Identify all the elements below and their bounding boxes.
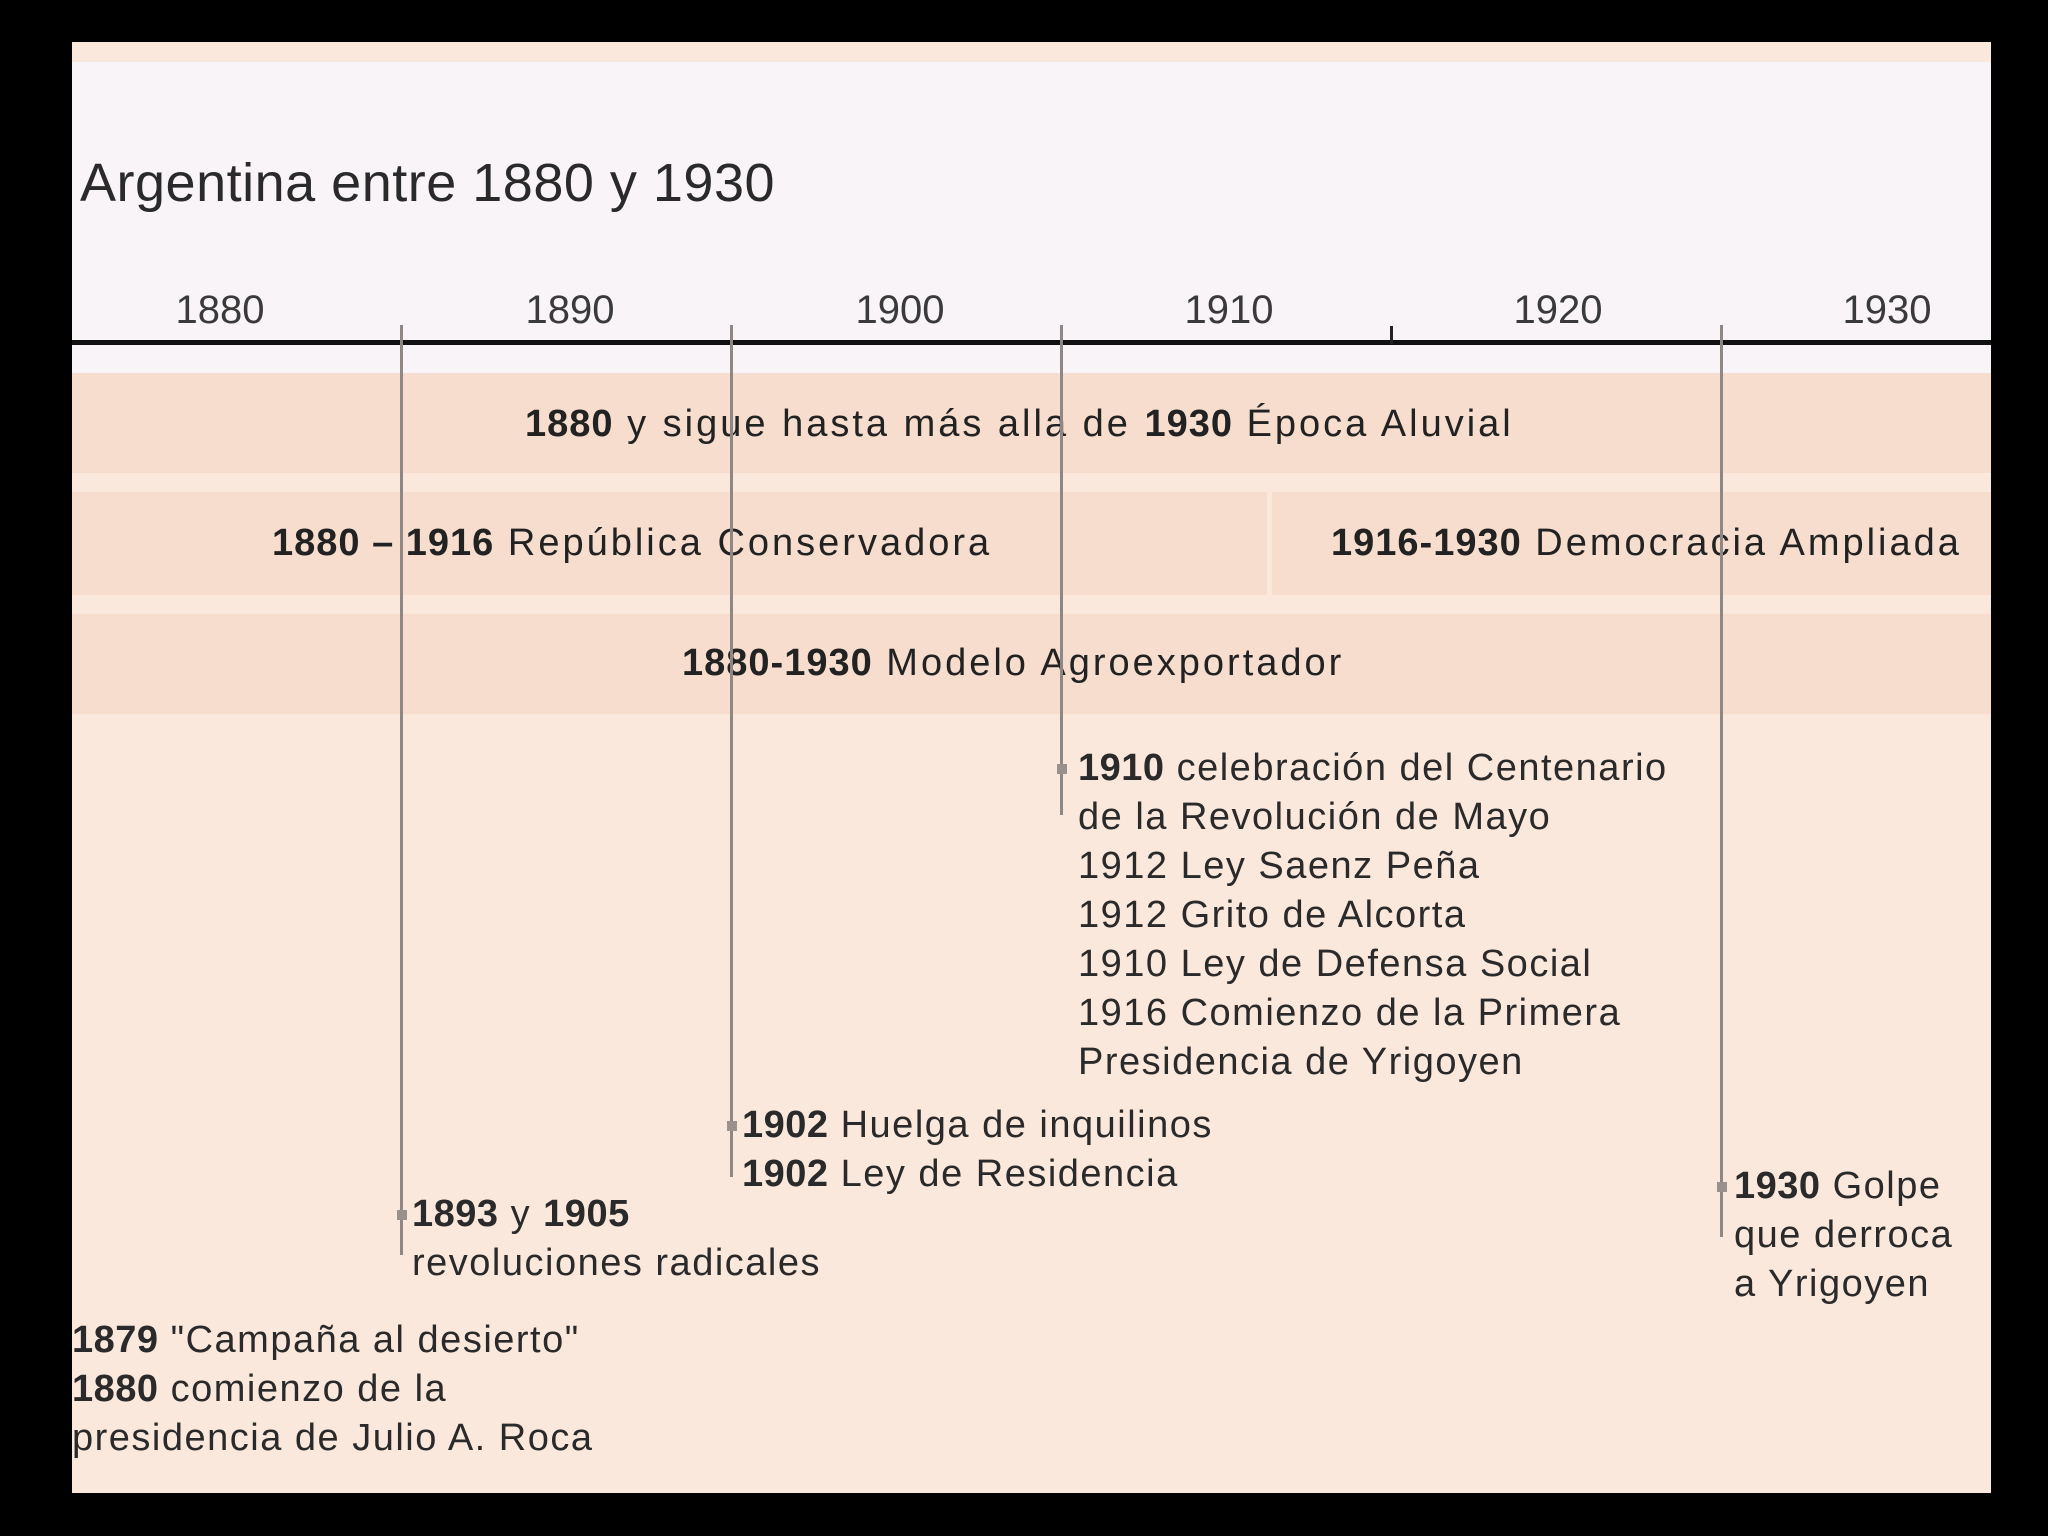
event-line: revoluciones radicales [412, 1239, 821, 1288]
axis-year-1920: 1920 [1513, 288, 1603, 332]
event-line: 1893 y 1905 [412, 1190, 821, 1239]
band-republica-conservadora: 1880 – 1916 República Conservadora [72, 492, 1267, 595]
event-text: comienzo de la [158, 1368, 448, 1410]
event-year: 1902 [742, 1104, 829, 1146]
connector-line-1930 [1720, 325, 1723, 1237]
timeline-slide: Argentina entre 1880 y 1930 1880 1890 19… [72, 42, 1991, 1493]
event-marker-1902 [727, 1121, 737, 1131]
event-text: Golpe [1820, 1165, 1942, 1207]
band-period-name: Modelo Agroexportador [872, 642, 1345, 684]
event-text: que derroca [1734, 1214, 1954, 1256]
event-line: 1910 celebración del Centenario [1078, 744, 1668, 793]
event-line: que derroca [1734, 1211, 1953, 1260]
event-line: de la Revolución de Mayo [1078, 793, 1668, 842]
event-line: 1902 Ley de Residencia [742, 1150, 1213, 1199]
band-year-end: 1930 [1144, 403, 1234, 445]
event-text: 1912 Grito de Alcorta [1078, 894, 1467, 936]
event-year: 1905 [543, 1193, 630, 1235]
band-democracia-ampliada: 1916-1930 Democracia Ampliada [1272, 492, 1991, 595]
timeline-header: Argentina entre 1880 y 1930 1880 1890 19… [72, 62, 1991, 411]
event-line: 1912 Ley Saenz Peña [1078, 842, 1668, 891]
event-1902: 1902 Huelga de inquilinos 1902 Ley de Re… [742, 1101, 1213, 1199]
event-year: 1880 [72, 1368, 159, 1410]
axis-year-1930: 1930 [1842, 288, 1932, 332]
timeline-title: Argentina entre 1880 y 1930 [80, 153, 776, 213]
band-epoca-aluvial: 1880 y sigue hasta más alla de 1930 Époc… [72, 373, 1991, 473]
event-text: celebración del Centenario [1164, 747, 1668, 789]
event-line: 1912 Grito de Alcorta [1078, 891, 1668, 940]
band-years: 1880 – 1916 [272, 522, 495, 564]
event-1879: 1879 "Campaña al desierto" 1880 comienzo… [72, 1316, 594, 1463]
event-text: y [498, 1193, 544, 1235]
band-modelo-agroexportador: 1880-1930 Modelo Agroexportador [72, 614, 1991, 714]
connector-line-1893 [400, 325, 403, 1255]
event-line: 1902 Huelga de inquilinos [742, 1101, 1213, 1150]
band-label-republica-conservadora: 1880 – 1916 República Conservadora [272, 522, 992, 565]
axis-year-1890: 1890 [525, 288, 615, 332]
band-period-name: Época Aluvial [1233, 403, 1514, 445]
band-year-start: 1880 [525, 403, 614, 445]
event-1910: 1910 celebración del Centenario de la Re… [1078, 744, 1668, 1087]
axis-year-1900: 1900 [855, 288, 945, 332]
event-line: a Yrigoyen [1734, 1260, 1953, 1309]
band-years: 1916-1930 [1331, 522, 1522, 564]
event-year: 1893 [412, 1193, 499, 1235]
connector-line-1902 [730, 325, 733, 1177]
event-line: 1910 Ley de Defensa Social [1078, 940, 1668, 989]
event-year: 1930 [1734, 1165, 1821, 1207]
event-text: 1910 Ley de Defensa Social [1078, 943, 1593, 985]
event-marker-1910 [1057, 764, 1067, 774]
timeline-axis [72, 340, 1991, 345]
event-text: revoluciones radicales [412, 1242, 821, 1284]
event-marker-1893 [397, 1210, 407, 1220]
event-year: 1879 [72, 1319, 159, 1361]
event-year: 1902 [742, 1153, 829, 1195]
event-line: 1916 Comienzo de la Primera [1078, 989, 1668, 1038]
axis-tick [1390, 326, 1393, 344]
event-text: de la Revolución de Mayo [1078, 796, 1552, 838]
event-line: 1930 Golpe [1734, 1162, 1953, 1211]
band-period-name: Democracia Ampliada [1521, 522, 1962, 564]
event-line: Presidencia de Yrigoyen [1078, 1038, 1668, 1087]
band-years: 1880-1930 [682, 642, 873, 684]
event-text: "Campaña al desierto" [158, 1319, 580, 1361]
event-line: presidencia de Julio A. Roca [72, 1414, 594, 1463]
band-mid-text: y sigue hasta más alla de [613, 403, 1145, 445]
event-1893: 1893 y 1905 revoluciones radicales [412, 1190, 821, 1288]
event-line: 1879 "Campaña al desierto" [72, 1316, 594, 1365]
event-text: Huelga de inquilinos [828, 1104, 1213, 1146]
band-label-epoca-aluvial: 1880 y sigue hasta más alla de 1930 Époc… [525, 403, 1514, 446]
event-marker-1930 [1717, 1182, 1727, 1192]
band-label-modelo-agroexportador: 1880-1930 Modelo Agroexportador [682, 642, 1344, 685]
event-text: Ley de Residencia [828, 1153, 1179, 1195]
event-text: Presidencia de Yrigoyen [1078, 1041, 1524, 1083]
band-period-name: República Conservadora [494, 522, 993, 564]
event-text: presidencia de Julio A. Roca [72, 1417, 594, 1459]
event-text: 1916 Comienzo de la Primera [1078, 992, 1622, 1034]
connector-line-1910 [1060, 325, 1063, 815]
event-text: a Yrigoyen [1734, 1263, 1930, 1305]
event-text: 1912 Ley Saenz Peña [1078, 845, 1481, 887]
band-label-democracia-ampliada: 1916-1930 Democracia Ampliada [1331, 522, 1962, 565]
axis-year-1880: 1880 [175, 288, 265, 332]
axis-year-1910: 1910 [1184, 288, 1274, 332]
event-line: 1880 comienzo de la [72, 1365, 594, 1414]
event-1930: 1930 Golpe que derroca a Yrigoyen [1734, 1162, 1953, 1309]
event-year: 1910 [1078, 747, 1165, 789]
